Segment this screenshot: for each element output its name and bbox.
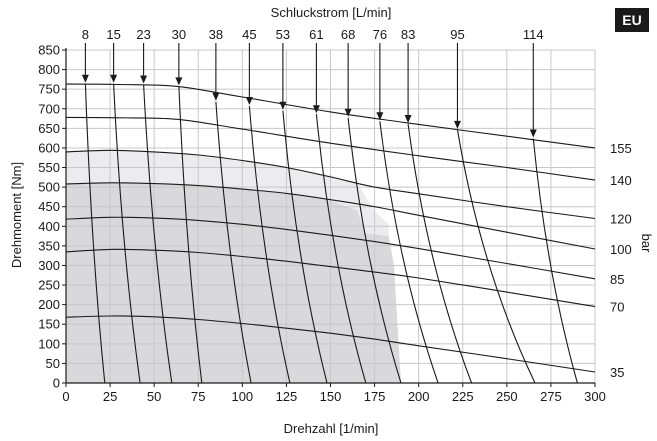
flow-arrow-head-30	[175, 77, 183, 86]
flow-label-95: 95	[450, 27, 464, 42]
y-tick-label-850: 850	[38, 43, 60, 58]
x-tick-label-300: 300	[584, 389, 606, 404]
flow-label-38: 38	[209, 27, 223, 42]
y-tick-label-100: 100	[38, 336, 60, 351]
region-badge-label: EU	[622, 12, 641, 28]
region-dark	[66, 183, 401, 383]
pressure-label-70: 70	[610, 300, 624, 315]
pressure-curve-140	[65, 116, 596, 181]
y-tick-label-400: 400	[38, 219, 60, 234]
x-tick-label-75: 75	[191, 389, 205, 404]
flow-arrow-head-23	[140, 75, 148, 84]
flow-arrow-head-8	[81, 74, 89, 83]
flow-curve-83	[407, 123, 473, 384]
series-labels: 155 140 120 100 85 70 35 8 15 23 30 38 45 53 61 68 76 83 9…	[82, 27, 632, 380]
flow-arrow-head-38	[212, 92, 220, 101]
flow-label-68: 68	[341, 27, 355, 42]
y-tick-label-550: 550	[38, 160, 60, 175]
pressure-curve-35	[65, 315, 596, 373]
y-tick-label-150: 150	[38, 317, 60, 332]
x-tick-label-175: 175	[364, 389, 386, 404]
flow-curve-114	[532, 138, 578, 384]
y-tick-label-650: 650	[38, 121, 60, 136]
flow-label-114: 114	[523, 27, 544, 42]
x-tick-label-250: 250	[496, 389, 518, 404]
flow-label-61: 61	[309, 27, 323, 42]
pressure-curve-120	[65, 149, 596, 220]
tick-labels: 0 25 50 75 100 125 150 175 200 225 250 275 300 0 50 100…	[38, 43, 606, 405]
flow-label-23: 23	[136, 27, 150, 42]
flow-label-45: 45	[242, 27, 256, 42]
flow-label-8: 8	[82, 27, 89, 42]
pressure-curve-70	[65, 248, 596, 308]
y-tick-label-700: 700	[38, 101, 60, 116]
flow-curve-8	[84, 83, 106, 384]
y-axis-title: Drehmoment [Nm]	[9, 162, 24, 268]
region-badge: EU	[615, 8, 649, 32]
chart-axes	[62, 48, 596, 387]
y-tick-label-600: 600	[38, 140, 60, 155]
pressure-curves	[65, 83, 596, 373]
flow-arrow-head-76	[376, 112, 384, 121]
flow-label-15: 15	[106, 27, 120, 42]
flow-curve-76	[379, 121, 439, 384]
x-tick-label-150: 150	[320, 389, 342, 404]
flow-curve-68	[347, 117, 402, 384]
pressure-curve-155	[65, 83, 596, 149]
flow-label-53: 53	[276, 27, 290, 42]
pressure-label-120: 120	[610, 211, 632, 226]
operating-regions	[66, 150, 401, 383]
chart-title: Schluckstrom [L/min]	[271, 5, 392, 20]
y-tick-label-200: 200	[38, 297, 60, 312]
flow-label-76: 76	[373, 27, 387, 42]
pressure-label-35: 35	[610, 365, 624, 380]
pressure-label-155: 155	[610, 141, 632, 156]
flow-curves	[81, 43, 578, 384]
y-tick-label-300: 300	[38, 258, 60, 273]
flow-arrow-head-68	[344, 108, 352, 117]
flow-curve-23	[143, 84, 173, 384]
flow-curve-15	[113, 83, 141, 384]
x-axis-title: Drehzahl [1/min]	[284, 421, 379, 436]
x-tick-label-50: 50	[147, 389, 161, 404]
flow-arrow-head-83	[404, 115, 412, 124]
x-tick-label-275: 275	[540, 389, 562, 404]
right-axis-title: bar	[639, 234, 654, 253]
pressure-label-140: 140	[610, 173, 632, 188]
x-tick-label-125: 125	[276, 389, 298, 404]
flow-curve-95	[456, 129, 536, 384]
flow-arrow-head-15	[110, 74, 118, 83]
y-tick-label-750: 750	[38, 82, 60, 97]
y-tick-label-250: 250	[38, 278, 60, 293]
y-tick-label-0: 0	[53, 376, 60, 391]
pressure-curve-85	[65, 216, 596, 280]
flow-curve-61	[315, 114, 367, 384]
flow-curve-30	[178, 86, 203, 384]
flow-arrow-head-95	[453, 120, 461, 129]
flow-arrow-head-61	[312, 105, 320, 114]
x-tick-label-100: 100	[231, 389, 253, 404]
x-tick-label-0: 0	[62, 389, 69, 404]
flow-curve-53	[282, 110, 328, 384]
flow-label-30: 30	[172, 27, 186, 42]
flow-arrow-head-114	[529, 129, 537, 138]
pressure-label-85: 85	[610, 272, 624, 287]
pressure-label-100: 100	[610, 242, 632, 257]
flow-arrow-head-53	[279, 101, 287, 110]
x-tick-label-200: 200	[408, 389, 430, 404]
flow-curve-38	[215, 101, 252, 384]
y-tick-label-350: 350	[38, 238, 60, 253]
flow-arrow-head-45	[245, 97, 253, 106]
x-tick-label-25: 25	[103, 389, 117, 404]
flow-curve-45	[248, 105, 291, 384]
y-tick-label-50: 50	[46, 356, 60, 371]
y-tick-label-800: 800	[38, 62, 60, 77]
y-tick-label-500: 500	[38, 180, 60, 195]
x-tick-label-225: 225	[452, 389, 474, 404]
flow-label-83: 83	[401, 27, 415, 42]
y-tick-label-450: 450	[38, 199, 60, 214]
